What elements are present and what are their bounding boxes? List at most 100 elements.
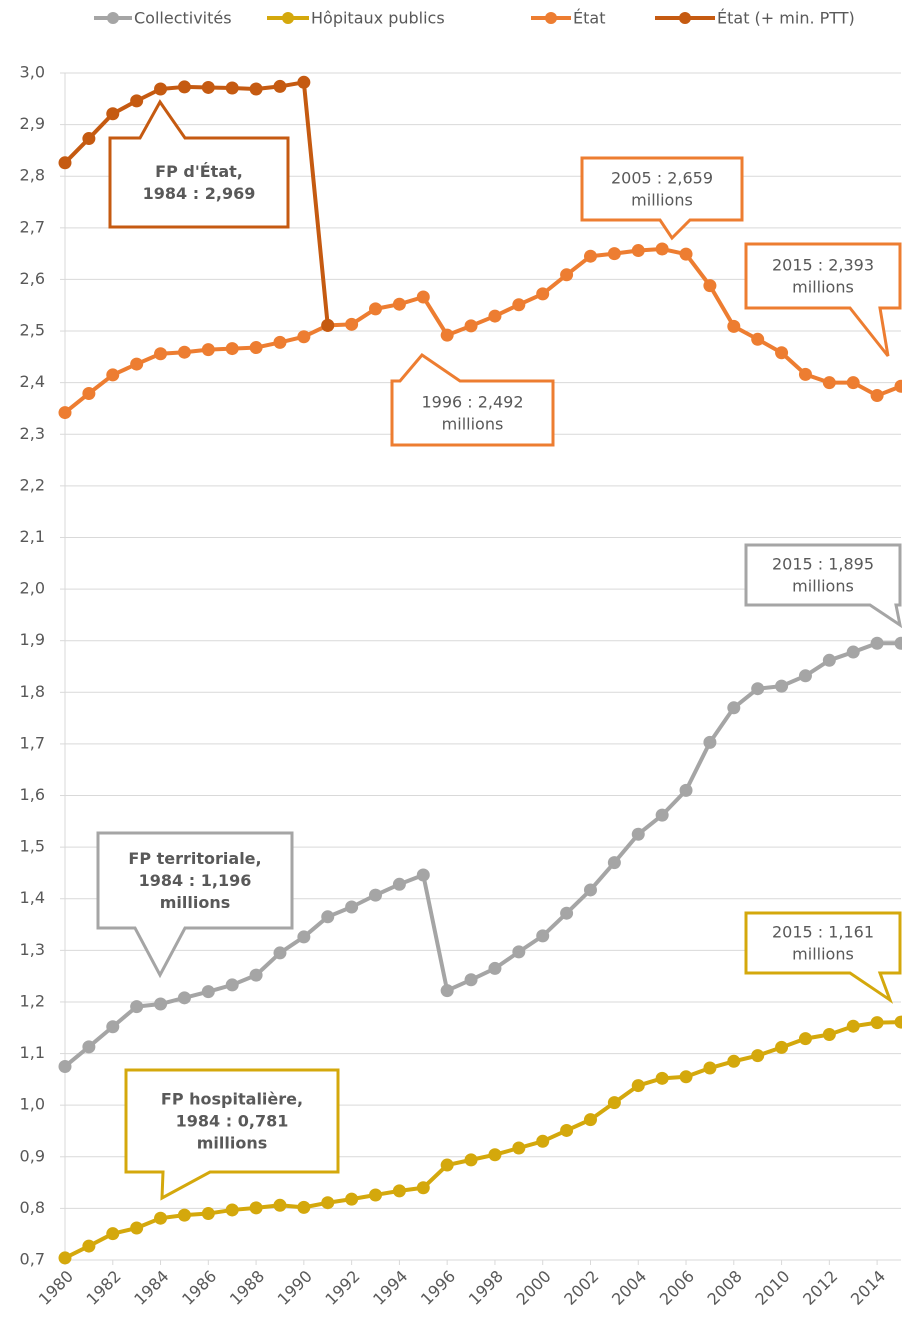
data-point (822, 653, 836, 667)
data-point (440, 1158, 454, 1172)
data-point (154, 347, 168, 361)
data-point (82, 1040, 96, 1054)
data-point (560, 1123, 574, 1137)
data-point (464, 1153, 478, 1167)
data-point (583, 883, 597, 897)
y-tick-label: 1,4 (20, 888, 45, 907)
y-tick-label: 1,9 (20, 630, 45, 649)
y-tick-label: 2,6 (20, 269, 45, 288)
data-point (464, 319, 478, 333)
data-point (870, 636, 884, 650)
callout-box (744, 911, 902, 1004)
data-point (870, 1016, 884, 1030)
data-point (488, 961, 502, 975)
data-point (727, 319, 741, 333)
data-point (512, 1141, 526, 1155)
data-point (751, 1049, 765, 1063)
data-point (201, 80, 215, 94)
callout-text: 1984 : 2,969 (143, 184, 256, 203)
callout-text: FP hospitalière, (161, 1090, 303, 1109)
data-point (583, 249, 597, 263)
data-point (440, 984, 454, 998)
x-tick-label: 2002 (560, 1267, 602, 1309)
data-point (583, 1113, 597, 1127)
callout-text: millions (792, 945, 854, 964)
data-point (321, 910, 335, 924)
y-tick-label: 2,3 (20, 424, 45, 443)
data-point (655, 242, 669, 256)
callout-text: 1984 : 1,196 (139, 871, 252, 890)
callout-box (580, 156, 744, 241)
legend-label: Hôpitaux publics (311, 9, 445, 28)
legend-marker (282, 12, 294, 24)
data-point (894, 636, 902, 650)
data-point (416, 868, 430, 882)
y-tick-label: 2,4 (20, 372, 45, 391)
data-point (464, 973, 478, 987)
y-tick-label: 3,0 (20, 63, 45, 82)
x-tick-label: 1980 (35, 1267, 77, 1309)
data-point (488, 309, 502, 323)
data-point (607, 247, 621, 261)
legend-label: Collectivités (134, 9, 232, 28)
data-point (894, 1015, 902, 1029)
y-tick-label: 0,9 (20, 1146, 45, 1165)
data-point (536, 1134, 550, 1148)
legend-marker (679, 12, 691, 24)
data-point (560, 906, 574, 920)
data-point (798, 367, 812, 381)
callout-text: millions (197, 1134, 268, 1153)
x-tick-label: 1992 (321, 1267, 363, 1309)
x-tick-label: 1996 (417, 1267, 459, 1309)
y-tick-label: 2,2 (20, 475, 45, 494)
data-point (560, 268, 574, 282)
data-point (225, 81, 239, 95)
data-point (679, 1070, 693, 1084)
data-point (703, 735, 717, 749)
callout-text: 2015 : 1,895 (772, 555, 874, 574)
data-point (249, 968, 263, 982)
data-point (631, 244, 645, 258)
callout-text: 1996 : 2,492 (421, 393, 523, 412)
x-tick-label: 2010 (751, 1267, 793, 1309)
data-point (106, 1020, 120, 1034)
data-point (369, 302, 383, 316)
callout-text: FP d'État, (155, 162, 243, 181)
data-point (58, 406, 72, 420)
data-point (416, 1181, 430, 1195)
callout-text: millions (631, 191, 693, 210)
y-tick-label: 1,5 (20, 837, 45, 856)
callout-box (390, 352, 555, 447)
y-tick-label: 1,3 (20, 940, 45, 959)
y-tick-label: 0,7 (20, 1250, 45, 1269)
y-tick-label: 1,1 (20, 1043, 45, 1062)
data-point (58, 1059, 72, 1073)
data-point (249, 82, 263, 96)
y-tick-label: 1,0 (20, 1095, 45, 1114)
data-point (273, 1198, 287, 1212)
data-point (130, 1221, 144, 1235)
data-point (775, 346, 789, 360)
data-point (727, 701, 741, 715)
callout-text: millions (160, 893, 231, 912)
data-point (130, 357, 144, 371)
data-point (655, 808, 669, 822)
y-tick-label: 1,8 (20, 682, 45, 701)
data-point (297, 930, 311, 944)
y-tick-label: 0,8 (20, 1198, 45, 1217)
data-point (82, 386, 96, 400)
data-point (58, 156, 72, 170)
data-point (631, 1079, 645, 1093)
data-point (512, 298, 526, 312)
data-point (846, 645, 860, 659)
data-point (106, 107, 120, 121)
data-point (297, 330, 311, 344)
data-point (870, 389, 884, 403)
data-point (201, 985, 215, 999)
data-point (440, 328, 454, 342)
data-point (751, 332, 765, 346)
data-point (751, 682, 765, 696)
x-tick-label: 2004 (608, 1267, 650, 1309)
x-tick-label: 1990 (274, 1267, 316, 1309)
